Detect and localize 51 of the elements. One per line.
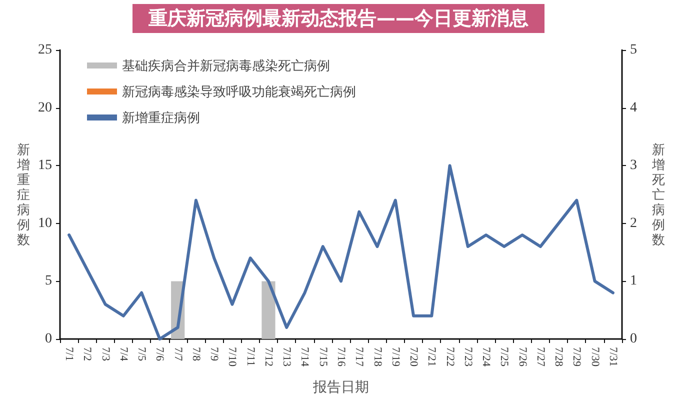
y2-tick-label: 3	[630, 158, 637, 174]
x-tick-label: 7/18	[371, 347, 384, 368]
x-tick-label: 7/25	[498, 347, 510, 368]
x-tick-label: 7/22	[444, 347, 456, 367]
x-tick-label: 7/23	[462, 347, 474, 368]
line-series	[68, 164, 614, 340]
y-tick-label: 0	[45, 332, 52, 346]
x-tick-label: 7/9	[208, 347, 220, 362]
y2-tick-label: 5	[630, 42, 637, 58]
x-tick-label: 7/15	[316, 347, 329, 368]
y2-tick-label: 0	[630, 332, 637, 346]
x-axis-title: 报告日期	[312, 380, 369, 396]
x-tick-label: 7/28	[552, 347, 565, 368]
x-tick-label: 7/16	[335, 347, 347, 368]
x-tick-label: 7/19	[389, 347, 402, 368]
y2-tick-label: 2	[630, 216, 637, 231]
x-tick-label: 7/4	[117, 347, 130, 362]
legend-label: 新增重症病例	[122, 110, 200, 125]
x-tick-label: 7/30	[588, 347, 601, 368]
y2-tick-label: 1	[630, 274, 637, 289]
x-tick-label: 7/13	[280, 347, 293, 368]
x-tick-label: 7/21	[426, 347, 438, 367]
x-tick-label: 7/8	[190, 347, 202, 362]
x-tick-label: 7/20	[408, 347, 420, 368]
x-tick-label: 7/6	[154, 347, 166, 362]
y-tick-label: 25	[38, 42, 52, 58]
x-tick-label: 7/29	[570, 347, 583, 368]
x-tick-label: 7/26	[516, 347, 528, 368]
y-axis-title: 新增重症病例数	[16, 142, 30, 247]
legend-label: 新冠病毒感染导致呼吸功能衰竭死亡病例	[122, 84, 356, 99]
x-tick-label: 7/17	[353, 347, 366, 368]
x-tick-label: 7/2	[81, 347, 94, 362]
x-tick-label: 7/11	[244, 347, 256, 366]
y-tick-label: 15	[38, 158, 52, 174]
x-tick-label: 7/12	[262, 347, 274, 367]
x-tick-label: 7/24	[480, 347, 492, 368]
y2-tick-label: 4	[630, 100, 637, 116]
x-tick-label: 7/31	[606, 347, 619, 367]
x-tick-label: 7/1	[63, 347, 76, 362]
x-tick-label: 7/14	[298, 347, 311, 368]
y-tick-label: 10	[38, 216, 52, 231]
chart-title: 重庆新冠病例最新动态报告——今日更新消息	[148, 8, 528, 30]
x-tick-label: 7/3	[99, 347, 112, 362]
legend-label: 基础疾病合并新冠病毒感染死亡病例	[122, 58, 330, 73]
x-tick-label: 7/27	[534, 347, 546, 368]
y2-axis-title: 新增死亡病例数	[651, 142, 665, 247]
y-tick-label: 20	[38, 100, 52, 116]
x-tick-label: 7/7	[172, 347, 184, 362]
x-tick-label: 7/10	[226, 347, 238, 368]
x-tick-label: 7/5	[136, 347, 148, 362]
y-tick-label: 5	[45, 274, 52, 289]
